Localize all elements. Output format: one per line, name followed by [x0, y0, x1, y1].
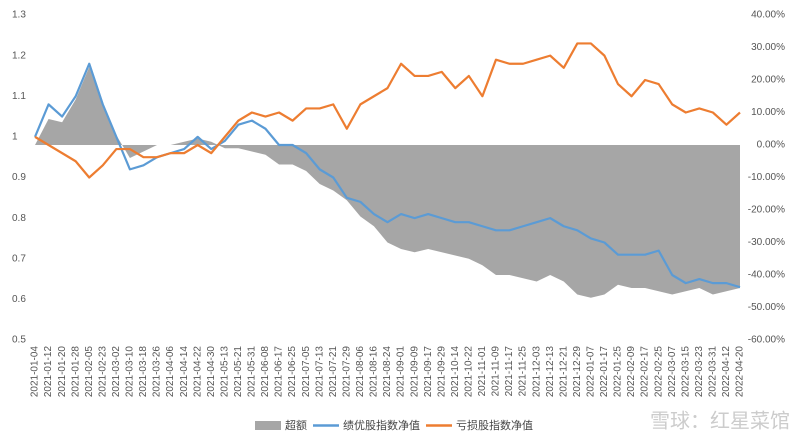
x-tick-label: 2021-11-25: [518, 346, 529, 397]
y-tick-label: 0.8: [12, 213, 26, 224]
x-tick-label: 2021-03-10: [125, 346, 136, 398]
x-tick-label: 2021-06-08: [260, 346, 271, 398]
x-tick-label: 2021-01-12: [43, 346, 54, 398]
legend-label: 亏损股指数净值: [456, 418, 533, 432]
y-tick-label: 0.7: [12, 253, 26, 264]
y-tick-label: 1.1: [12, 91, 26, 102]
y2-tick-label: -20.00%: [748, 205, 785, 216]
y2-tick-label: -30.00%: [748, 237, 785, 248]
x-tick-label: 2021-01-28: [70, 346, 81, 398]
legend-swatch: [255, 421, 281, 430]
x-tick-label: 2021-12-03: [531, 346, 542, 398]
x-tick-label: 2021-06-17: [274, 346, 285, 398]
x-tick-label: 2021-12-21: [558, 346, 569, 398]
x-tick-label: 2021-05-13: [219, 346, 230, 398]
legend-label: 绩优股指数净值: [343, 418, 420, 432]
y-tick-label: 1.2: [12, 50, 26, 61]
x-tick-label: 2022-01-07: [586, 346, 597, 398]
y2-tick-label: 20.00%: [751, 75, 785, 86]
y-tick-label: 1: [12, 132, 18, 143]
y-tick-label: 0.5: [12, 335, 26, 346]
x-tick-label: 2021-07-29: [341, 346, 352, 398]
x-tick-label: 2021-03-18: [138, 346, 149, 398]
x-tick-label: 2021-04-30: [206, 346, 217, 398]
x-tick-label: 2021-11-01: [477, 346, 488, 397]
y-tick-label: 0.9: [12, 172, 26, 183]
x-tick-label: 2022-02-17: [640, 346, 651, 398]
x-tick-label: 2021-07-05: [301, 346, 312, 398]
x-tick-label: 2021-02-23: [97, 346, 108, 398]
y2-tick-label: -60.00%: [748, 335, 785, 346]
y2-tick-label: 40.00%: [751, 10, 785, 21]
x-tick-label: 2021-09-01: [396, 346, 407, 398]
x-tick-label: 2021-03-02: [111, 346, 122, 398]
x-tick-label: 2021-12-29: [572, 346, 583, 398]
x-tick-label: 2021-07-13: [314, 346, 325, 398]
legend-label: 超额: [285, 418, 307, 432]
x-tick-label: 2022-03-31: [708, 346, 719, 398]
y2-tick-label: -40.00%: [748, 270, 785, 281]
x-tick-label: 2022-01-25: [613, 346, 624, 398]
x-tick-label: 2021-07-21: [328, 346, 339, 398]
watermark: 雪球：红星菜馆: [650, 409, 790, 432]
x-tick-label: 2022-02-25: [653, 346, 664, 398]
x-tick-label: 2021-10-14: [450, 346, 461, 398]
y2-tick-label: -50.00%: [748, 302, 785, 313]
y-tick-label: 1.3: [12, 10, 26, 21]
x-tick-label: 2021-12-13: [545, 346, 556, 398]
x-tick-label: 2021-05-21: [233, 346, 244, 398]
x-tick-label: 2021-02-05: [84, 346, 95, 398]
series-line: [33, 62, 741, 289]
x-tick-label: 2022-03-23: [694, 346, 705, 398]
y-tick-label: 0.6: [12, 294, 26, 305]
x-tick-label: 2021-01-04: [30, 346, 41, 398]
x-tick-label: 2022-04-20: [735, 346, 746, 398]
x-tick-label: 2022-04-12: [721, 346, 732, 398]
x-tick-label: 2021-11-09: [491, 346, 502, 397]
x-tick-label: 2021-09-09: [409, 346, 420, 398]
x-tick-label: 2022-02-09: [626, 346, 637, 398]
y2-tick-label: -10.00%: [748, 172, 785, 183]
y2-tick-label: 30.00%: [751, 42, 785, 53]
x-tick-label: 2021-01-20: [57, 346, 68, 398]
x-tick-label: 2021-08-16: [369, 346, 380, 398]
x-tick-label: 2021-11-17: [504, 346, 515, 397]
x-tick-label: 2021-09-29: [436, 346, 447, 398]
x-tick-label: 2022-03-15: [680, 346, 691, 398]
x-tick-label: 2021-09-17: [423, 346, 434, 398]
x-tick-label: 2021-06-25: [287, 346, 298, 398]
x-tick-label: 2021-04-22: [192, 346, 203, 398]
x-tick-label: 2021-08-06: [355, 346, 366, 398]
series-line: [34, 42, 741, 179]
x-tick-label: 2021-05-31: [247, 346, 258, 398]
y2-tick-label: 0.00%: [757, 140, 785, 151]
x-tick-label: 2021-04-14: [179, 346, 190, 398]
x-tick-label: 2021-10-22: [463, 346, 474, 398]
x-tick-label: 2021-03-26: [152, 346, 163, 398]
x-tick-label: 2021-04-06: [165, 346, 176, 398]
y2-tick-label: 10.00%: [751, 107, 785, 118]
excess-area: [35, 67, 740, 298]
x-tick-label: 2022-03-07: [667, 346, 678, 398]
x-tick-label: 2021-08-24: [382, 346, 393, 398]
x-tick-label: 2022-01-17: [599, 346, 610, 398]
